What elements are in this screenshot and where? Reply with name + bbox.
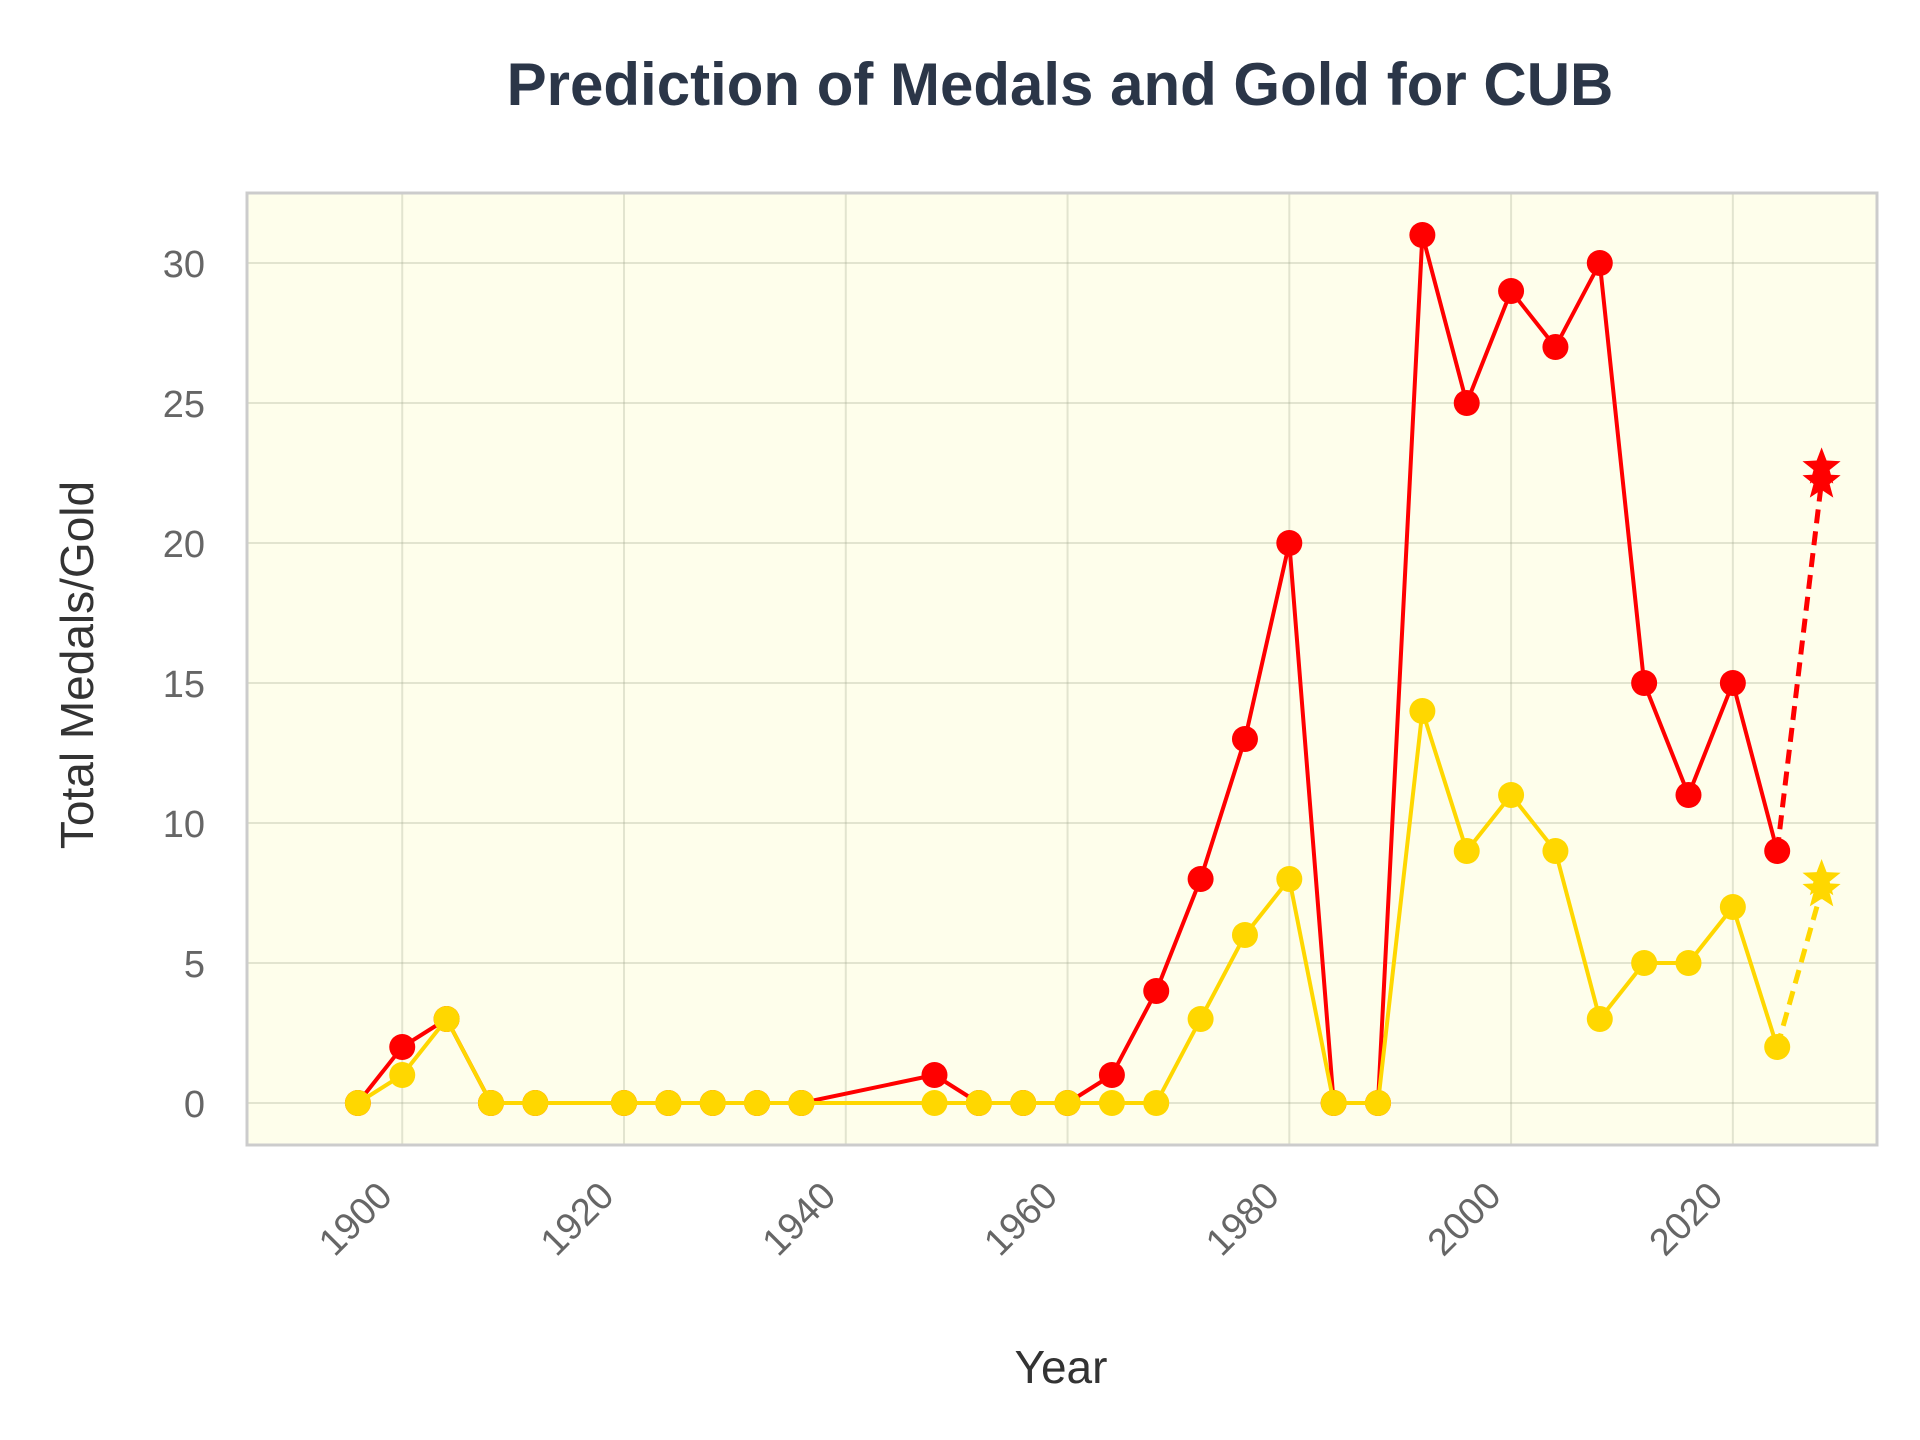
x-tick-label: 1920	[533, 1175, 622, 1264]
data-point-gold	[1320, 1090, 1347, 1116]
data-point-medals	[1409, 222, 1436, 248]
data-point-gold	[1276, 866, 1303, 892]
data-point-medals	[1498, 278, 1525, 304]
data-point-gold	[344, 1090, 371, 1116]
chart-title: Prediction of Medals and Gold for CUB	[507, 51, 1614, 118]
data-point-medals	[1098, 1062, 1125, 1088]
data-point-gold	[1010, 1090, 1037, 1116]
data-point-gold	[1719, 894, 1746, 920]
data-point-medals	[1719, 670, 1746, 696]
x-tick-label: 1900	[311, 1175, 400, 1264]
prediction-marker-gold	[1802, 870, 1841, 907]
data-point-medals	[1187, 866, 1214, 892]
y-tick-label: 15	[163, 664, 205, 706]
data-point-medals	[1764, 838, 1791, 864]
data-point-gold	[477, 1090, 504, 1116]
prediction-line-medals	[1774, 481, 1825, 852]
series-gold	[344, 698, 1841, 1116]
data-point-medals	[1675, 782, 1702, 808]
data-point-gold	[1054, 1090, 1081, 1116]
data-point-gold	[1631, 950, 1658, 976]
y-axis-label: Total Medals/Gold	[51, 481, 103, 849]
data-point-medals	[1276, 530, 1303, 556]
data-point-gold	[1675, 950, 1702, 976]
x-tick-label: 2000	[1420, 1175, 1509, 1264]
data-point-gold	[1231, 922, 1258, 948]
series-layer	[344, 222, 1841, 1116]
y-tick-label: 20	[163, 524, 205, 566]
data-point-gold	[1498, 782, 1525, 808]
data-point-medals	[1542, 334, 1569, 360]
y-tick-label: 25	[163, 384, 205, 426]
plot-frame	[245, 191, 1879, 1147]
data-point-gold	[1764, 1034, 1791, 1060]
y-tick-label: 5	[184, 944, 205, 986]
y-tick-label: 0	[184, 1084, 205, 1126]
data-point-medals	[1586, 250, 1613, 276]
data-point-gold	[1453, 838, 1480, 864]
x-tick-label: 1940	[755, 1175, 844, 1264]
data-point-gold	[611, 1090, 638, 1116]
data-point-gold	[744, 1090, 771, 1116]
data-point-gold	[522, 1090, 549, 1116]
data-point-gold	[699, 1090, 726, 1116]
data-point-medals	[1143, 978, 1170, 1004]
data-point-gold	[965, 1090, 992, 1116]
data-point-gold	[1365, 1090, 1392, 1116]
series-line-gold	[356, 709, 1780, 1105]
data-point-gold	[921, 1090, 948, 1116]
data-point-gold	[1187, 1006, 1214, 1032]
x-tick-label: 1980	[1198, 1175, 1287, 1264]
x-tick-label: 1960	[976, 1175, 1065, 1264]
x-tick-label: 2020	[1642, 1175, 1731, 1264]
data-point-medals	[389, 1034, 416, 1060]
data-point-gold	[1098, 1090, 1125, 1116]
y-tick-label: 30	[163, 244, 205, 286]
data-point-gold	[1409, 698, 1436, 724]
data-point-gold	[1542, 838, 1569, 864]
data-point-gold	[389, 1062, 416, 1088]
data-point-medals	[1231, 726, 1258, 752]
y-tick-label: 10	[163, 804, 205, 846]
data-point-gold	[1586, 1006, 1613, 1032]
data-point-gold	[655, 1090, 682, 1116]
x-axis-label: Year	[1015, 1341, 1108, 1393]
data-point-gold	[433, 1006, 460, 1032]
plot-area	[247, 193, 1877, 1145]
data-point-medals	[1453, 390, 1480, 416]
data-point-gold	[788, 1090, 815, 1116]
data-point-medals	[921, 1062, 948, 1088]
data-point-gold	[1143, 1090, 1170, 1116]
prediction-line-gold	[1774, 889, 1824, 1048]
prediction-marker-medals	[1802, 461, 1841, 498]
data-point-medals	[1631, 670, 1658, 696]
